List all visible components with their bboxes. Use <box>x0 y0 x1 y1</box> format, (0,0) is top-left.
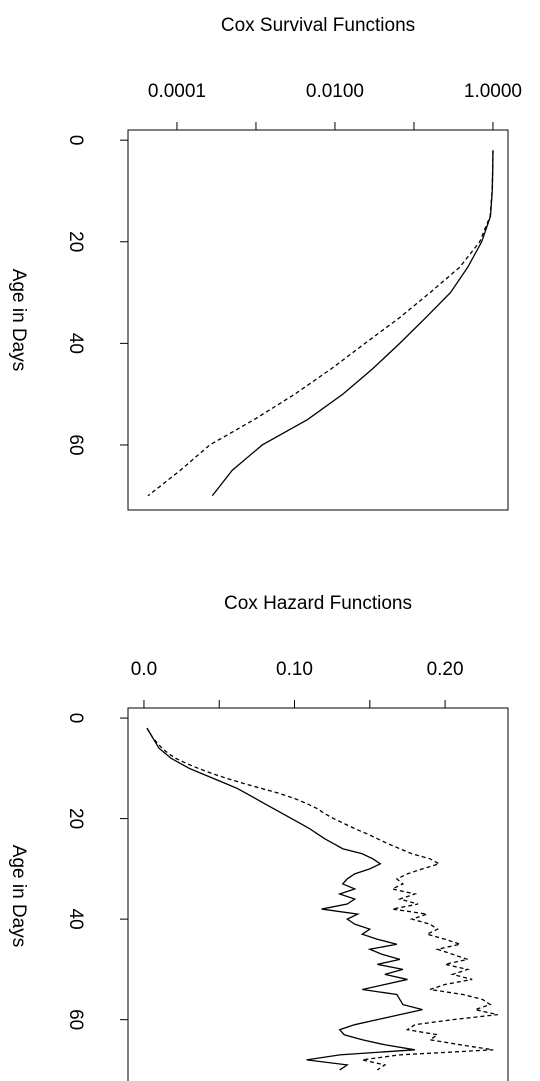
y-tick-label: 40 <box>65 333 86 354</box>
series-line <box>146 727 423 1071</box>
x-tick-label: 0.0001 <box>148 81 206 102</box>
y-axis-label: Age in Days <box>8 269 29 371</box>
chart-title: Cox Survival Functions <box>221 15 415 36</box>
x-tick-label: 0.0100 <box>306 81 364 102</box>
y-tick-label: 40 <box>65 909 86 930</box>
y-axis-label: Age in Days <box>8 845 29 947</box>
y-tick-label: 20 <box>65 231 86 252</box>
x-tick-label: 1.0000 <box>464 81 522 102</box>
x-tick-label: 0.0 <box>131 659 157 680</box>
x-tick-label: 0.10 <box>276 659 313 680</box>
series-line <box>211 150 494 497</box>
y-tick-label: 20 <box>65 808 86 829</box>
plot-frame <box>127 707 509 1081</box>
y-tick-label: 0 <box>65 713 86 724</box>
y-tick-label: 60 <box>65 434 86 455</box>
plot-frame <box>127 129 509 511</box>
y-tick-label: 0 <box>65 135 86 146</box>
series-line <box>146 727 498 1071</box>
y-tick-label: 60 <box>65 1009 86 1030</box>
series-line <box>147 150 494 497</box>
chart-title: Cox Hazard Functions <box>224 593 412 614</box>
x-tick-label: 0.20 <box>427 659 464 680</box>
